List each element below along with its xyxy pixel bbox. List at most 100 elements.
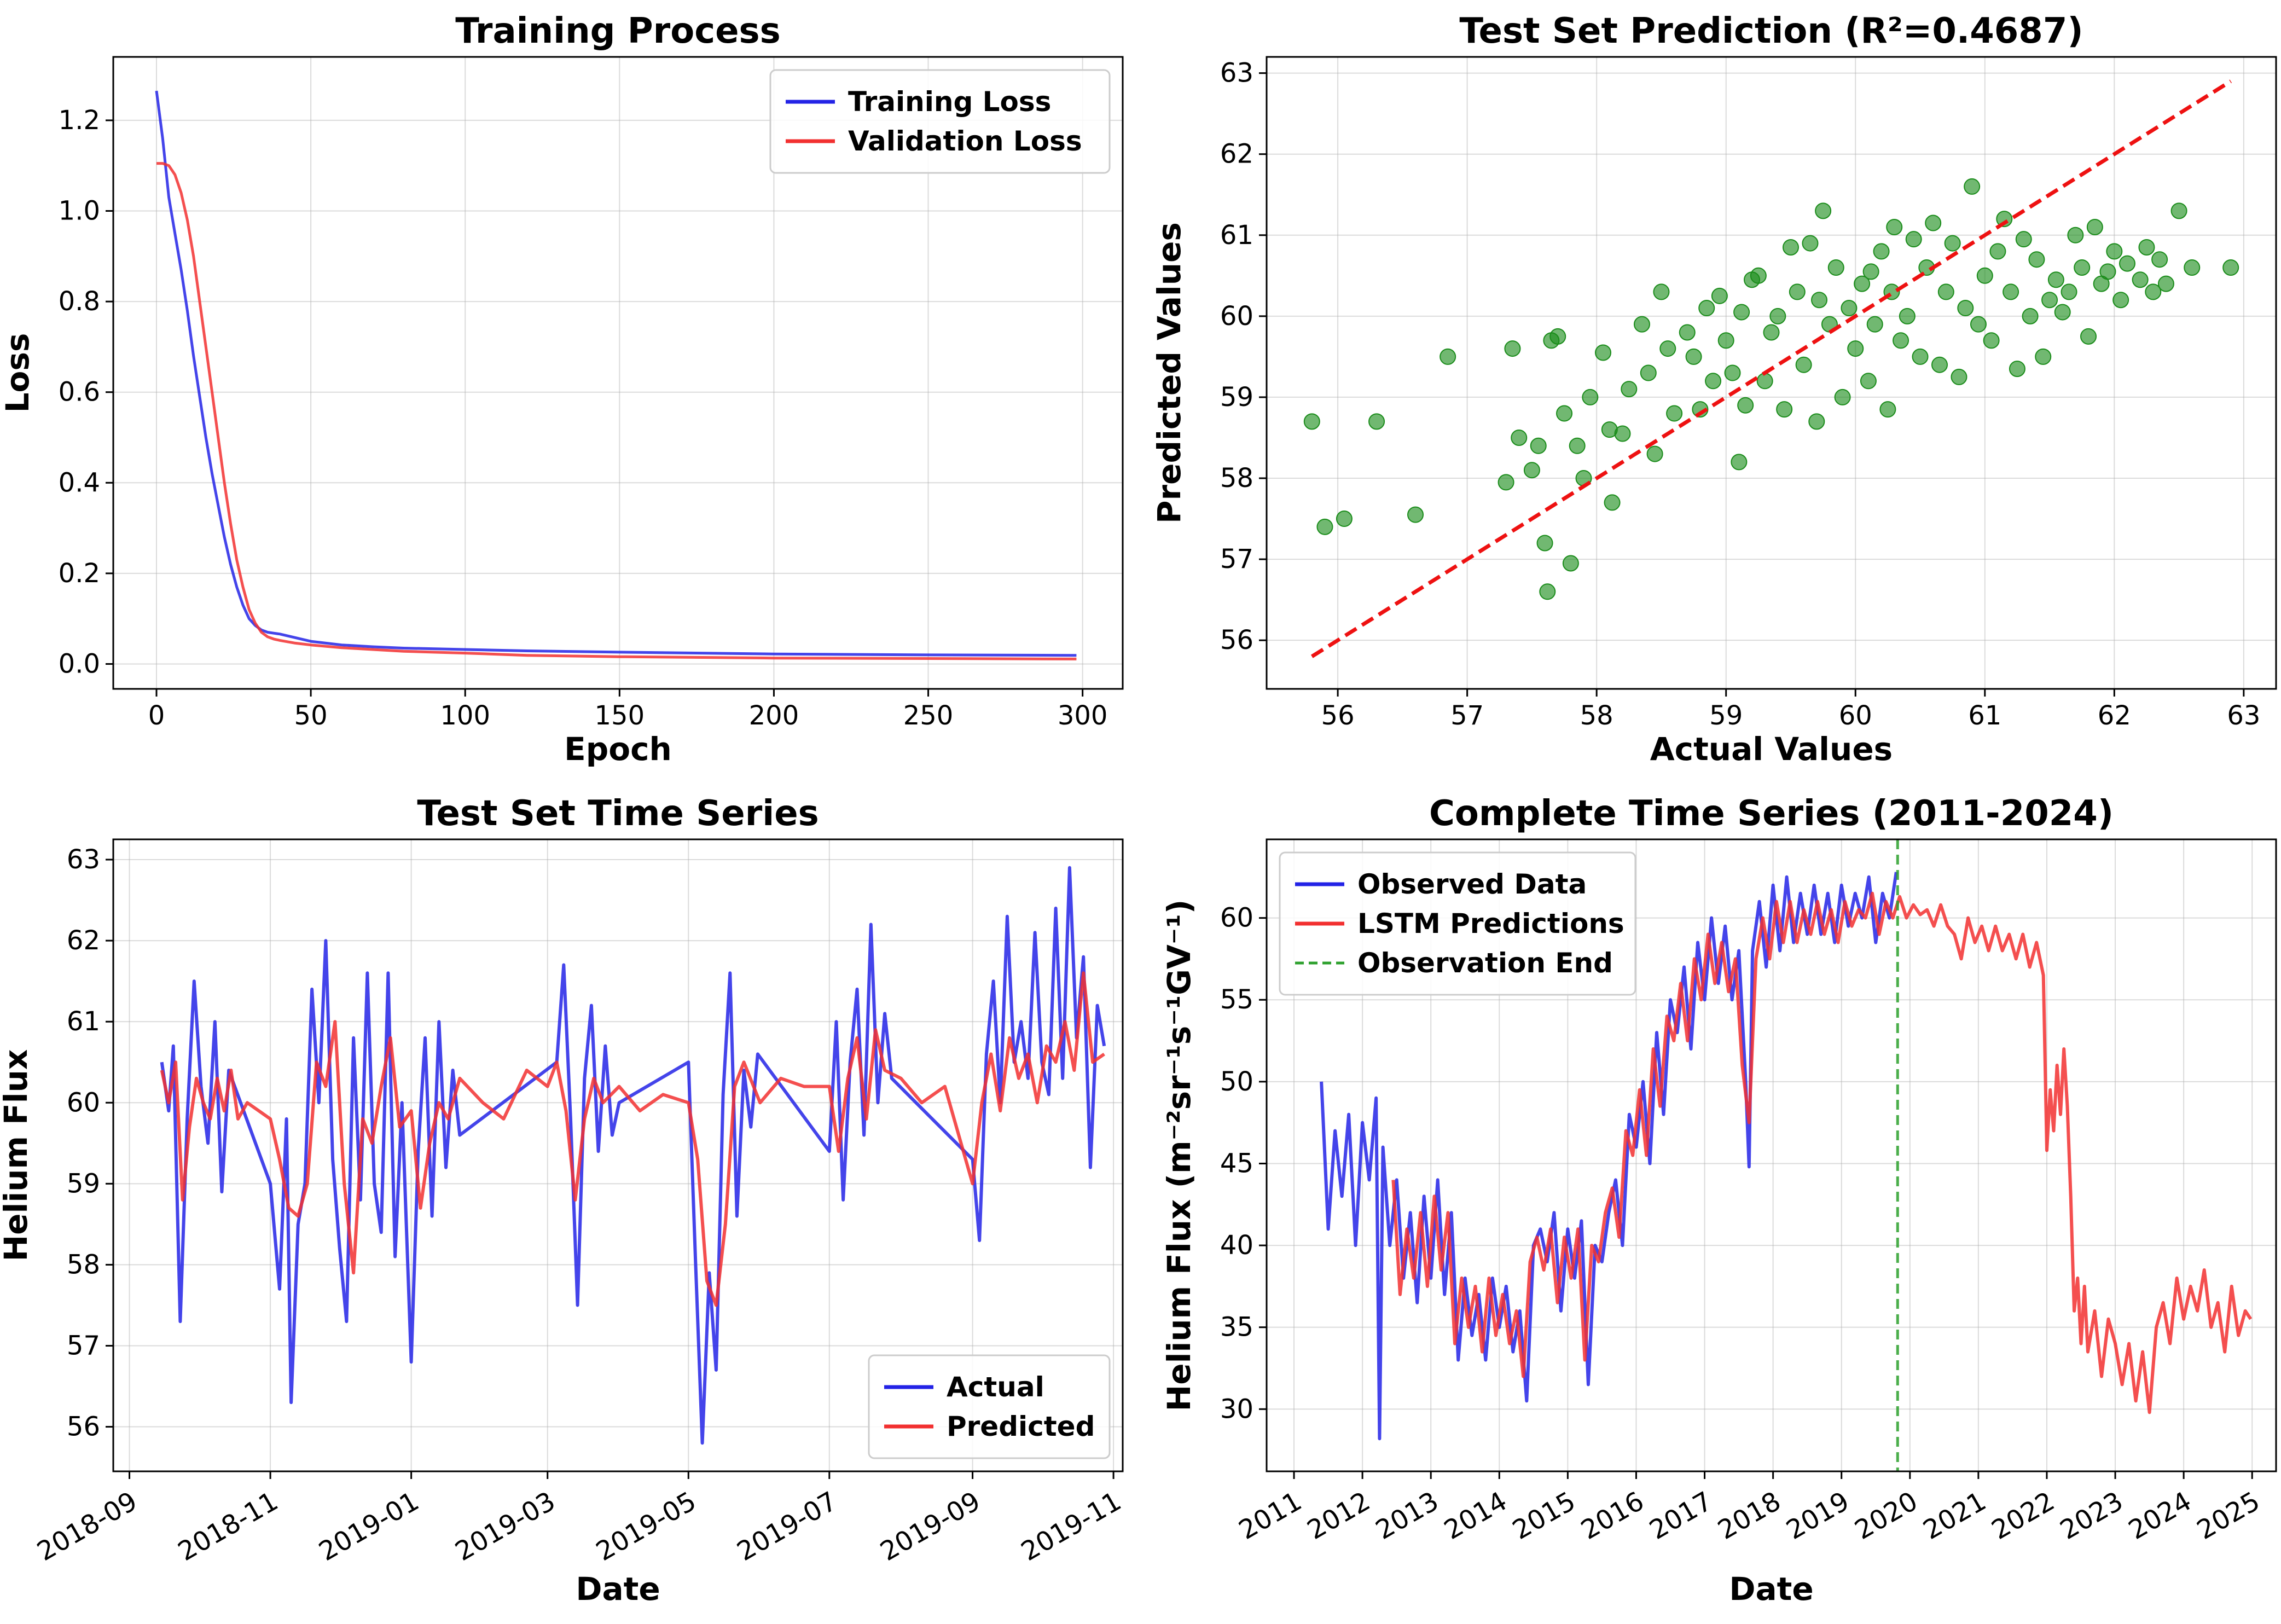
scatter-point [1983,332,2000,349]
scatter-point [2222,259,2239,276]
x-tick-label: 57 [1450,700,1484,731]
y-tick-label: 57 [67,1330,100,1361]
x-axis-label: Date [1729,1570,1813,1608]
scatter-point [1731,454,1748,471]
scatter-point [2086,218,2103,235]
scatter-point [1951,368,1967,385]
x-tick-label: 2019-07 [732,1486,843,1567]
y-tick-label: 1.2 [59,105,100,136]
series-line-training-loss [155,90,1077,657]
scatter-point [2041,292,2058,309]
scatter-point [1724,364,1741,381]
scatter-point [1925,214,1942,231]
x-tick-label: 2019-09 [875,1486,985,1567]
scatter-point [1886,218,1903,235]
scatter-point [1899,308,1916,324]
scatter-point [1756,373,1773,390]
series-line-lstm-predictions [1391,891,2253,1414]
scatter-point [1776,401,1793,418]
plot-data-area [1320,839,2253,1471]
scatter-point [1944,235,1961,252]
scatter-point [1782,239,1799,256]
x-tick-label: 2012 [1302,1486,1375,1546]
scatter-point [2080,328,2097,345]
scatter-point [2061,283,2077,300]
scatter-point [2054,304,2071,321]
scatter-point [2047,271,2064,288]
scatter-point [1733,304,1750,321]
scatter-point [2119,255,2135,272]
axes-frame [1266,838,2277,1472]
scatter-point [1717,332,1734,349]
scatter-point [1679,324,1696,341]
scatter-point [1530,437,1547,454]
x-tick-label: 2019 [1781,1486,1855,1546]
chart-title: Training Process [455,11,780,51]
axes-frame [1266,56,2277,690]
scatter-point [2132,271,2149,288]
y-tick-label: 0.6 [59,377,100,408]
scatter-point [2138,239,2155,256]
y-axis-label: Helium Flux (m⁻²sr⁻¹s⁻¹GV⁻¹) [1160,900,1198,1412]
x-tick-label: 250 [903,700,954,731]
scatter-point [1847,340,1864,357]
y-tick-label: 35 [1220,1312,1253,1343]
scatter-point [2003,283,2019,300]
legend: Actual Predicted [868,1354,1111,1459]
y-tick-label: 63 [67,844,100,875]
scatter-point [1834,388,1851,405]
scatter-point [1970,316,1987,333]
scatter-point [1763,324,1780,341]
scatter-point [1523,462,1540,479]
scatter-point [1633,316,1650,333]
scatter-point [1582,388,1599,405]
scatter-point [1595,344,1611,361]
scatter-point [1893,332,1909,349]
x-tick-label: 2014 [1439,1486,1512,1546]
scatter-point [2170,202,2187,219]
y-tick-label: 57 [1220,544,1253,575]
scatter-point [1562,555,1579,572]
x-axis-label: Date [576,1570,660,1608]
scatter-point [1685,348,1702,365]
scatter-point [1440,348,1456,365]
y-tick-label: 58 [1220,463,1253,494]
y-tick-label: 56 [1220,625,1253,656]
test-set-prediction-panel: 56 57 58 59 60 61 62 63 56 57 58 59 60 61 62 63 Test Set… [1151,11,2277,768]
x-tick-label: 2016 [1576,1486,1649,1546]
x-tick-label: 2017 [1644,1486,1717,1546]
scatter-point [1989,243,2006,260]
y-tick-label: 55 [1220,984,1253,1015]
scatter-point [1808,413,1825,430]
scatter-point [1407,506,1424,523]
scatter-point [1854,275,1871,292]
x-tick-label: 2011 [1234,1486,1307,1546]
x-tick-label: 200 [749,700,799,731]
scatter-point [1811,292,1828,309]
scatter-point [1536,535,1553,552]
scatter-point [2074,259,2091,276]
scatter-point [1614,425,1631,442]
legend-label-observed-data: Observed Data [1357,868,1587,900]
scatter-point [1659,340,1676,357]
y-axis-label: Helium Flux [0,1049,34,1262]
test-set-time-series-panel: 2018-09 2018-11 2019-01 2019-03 2019-05 2019-… [0,793,1127,1608]
scatter-point [1705,373,1722,390]
y-tick-label: 60 [1220,903,1253,933]
y-axis-label: Predicted Values [1151,222,1188,524]
scatter-point [1640,364,1657,381]
x-tick-label: 2019-01 [314,1486,425,1567]
legend-label-validation-loss: Validation Loss [848,125,1082,157]
legend: Observed Data LSTM Predictions Observation… [1279,851,1636,996]
training-process-panel: 0 50 100 150 200 250 300 0.0 0.2 0.4 0.6 0.8 1.0 1.2 T… [0,11,1124,768]
legend-box [769,69,1111,174]
x-tick-label: 63 [2227,700,2260,731]
x-axis-label: Epoch [564,730,672,768]
scatter-point [1737,397,1754,414]
y-tick-label: 0.4 [59,467,100,498]
y-tick-label: 60 [67,1087,100,1118]
x-tick-label: 2013 [1371,1486,1444,1546]
legend: Training Loss Validation Loss [769,69,1111,174]
scatter-point [1666,405,1683,422]
x-tick-label: 2019-03 [450,1486,561,1567]
